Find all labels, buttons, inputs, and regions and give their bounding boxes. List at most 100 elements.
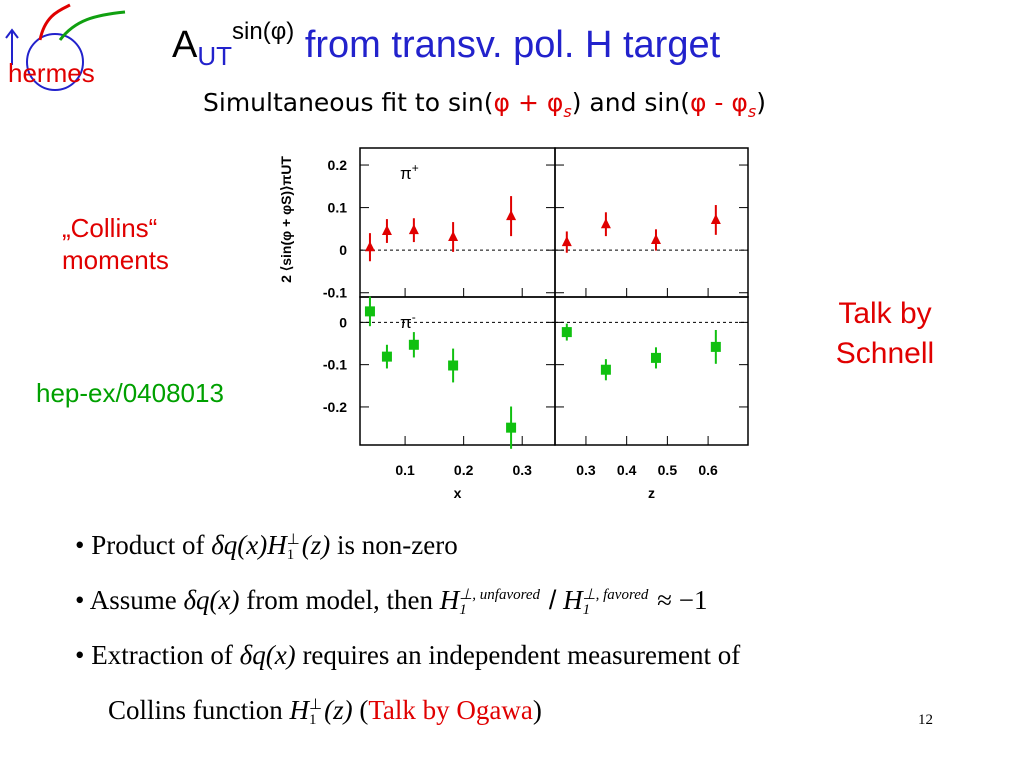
text: is non-zero: [337, 530, 458, 560]
logo: hermes: [8, 58, 95, 88]
subtitle-part: Simultaneous fit to sin(: [203, 88, 494, 117]
marker: [408, 339, 419, 350]
marker: [561, 236, 572, 247]
subtitle-part: s: [747, 102, 757, 121]
marker: [448, 360, 459, 371]
logo-art: [5, 3, 126, 91]
bullet: Collins function H ⊥ 1 (z) (Talk by Ogawa): [108, 695, 542, 728]
text: Product of: [91, 530, 205, 560]
note-line: Schnell: [835, 337, 935, 370]
left-note: „Collins“ moments: [62, 212, 169, 276]
math: 1: [309, 711, 317, 728]
marker: [448, 230, 459, 241]
note-line: moments: [62, 245, 169, 275]
text: from model, then: [246, 585, 433, 615]
subtitle-part: s: [563, 102, 572, 121]
marker: [710, 341, 721, 352]
title-sub: UT: [197, 41, 233, 71]
panel-label-sup: -: [412, 310, 416, 324]
y-tick-label: -0.1: [323, 357, 347, 373]
y-tick-label: 0: [339, 314, 347, 330]
math: 1: [582, 601, 591, 618]
chart: -0.100.10.2 π+2 ⟨sin(φ + φS)⟩πUT-0.2-0.10…: [278, 147, 749, 501]
math: δq(x): [239, 640, 296, 670]
text: (: [359, 695, 369, 725]
marker: [364, 306, 375, 317]
math: H: [289, 695, 310, 725]
page-number: 12: [918, 712, 933, 728]
subtitle-part: ) and sin(: [571, 88, 690, 117]
y-axis-label: 2 ⟨sin(φ + φS)⟩πUT: [278, 156, 294, 283]
math: (z): [324, 695, 353, 725]
panel-label-main: π: [400, 313, 412, 332]
title-a: A: [172, 24, 198, 66]
y-tick-label: -0.1: [323, 285, 347, 301]
marker: [561, 327, 572, 338]
math: (z): [301, 530, 331, 560]
math: ≈ −1: [657, 585, 708, 615]
panel-label: π+: [400, 161, 419, 183]
x-tick-label: 0.1: [395, 462, 415, 478]
panel-label-sup: +: [412, 161, 419, 175]
subtitle: Simultaneous fit to sin(φ + φs) and sin(…: [203, 88, 766, 121]
x-tick-label: 0.3: [512, 462, 532, 478]
y-tick-label: 0.2: [328, 157, 348, 173]
math: δq(x)H: [211, 530, 287, 560]
marker: [506, 422, 517, 433]
title-sup: sin(φ): [232, 18, 295, 45]
marker: [650, 352, 661, 363]
math: 1: [286, 546, 295, 563]
y-tick-label: -0.2: [323, 399, 347, 415]
math: H: [563, 585, 583, 615]
math: ⊥, unfavored: [459, 586, 541, 603]
talk-note: Talk by Schnell: [800, 294, 970, 374]
marker: [710, 213, 721, 224]
text: /: [548, 585, 557, 615]
y-tick-label: 0.1: [328, 200, 348, 216]
math: ⊥: [286, 531, 300, 548]
marker: [381, 225, 392, 236]
bullet: • Product of δq(x)H ⊥ 1 (z) is non-zero: [75, 530, 458, 563]
title: AUTsin(φ) from transv. pol. H target: [172, 18, 720, 72]
x-tick-label: 0.2: [454, 462, 474, 478]
text: Extraction of: [91, 640, 233, 670]
note-line: „Collins“: [62, 213, 158, 243]
x-axis-label: z: [648, 485, 655, 501]
marker: [408, 224, 419, 235]
x-tick-label: 0.4: [617, 462, 637, 478]
plot-frame: [554, 296, 749, 446]
marker: [364, 241, 375, 252]
y-tick-label: 0: [339, 242, 347, 258]
marker: [506, 210, 517, 221]
plot-frame: [359, 147, 556, 298]
x-axis-label: x: [454, 485, 462, 501]
text: Assume: [89, 585, 177, 615]
plot-frame: [359, 296, 556, 446]
note-line: Talk by: [838, 297, 932, 330]
bullet: • Extraction of δq(x) requires an indepe…: [75, 640, 741, 670]
panel-label: π-: [400, 310, 416, 332]
math: ⊥, favored: [582, 586, 649, 603]
math: δq(x): [183, 585, 240, 615]
bullet: • Assume δq(x) from model, then H ⊥, unfa…: [75, 585, 708, 618]
reference: hep-ex/0408013: [36, 378, 224, 408]
text: ): [532, 695, 542, 725]
title-text: from transv. pol. H target: [304, 24, 721, 66]
x-tick-label: 0.6: [698, 462, 718, 478]
subtitle-part: φ + φ: [493, 88, 564, 117]
marker: [600, 364, 611, 375]
x-tick-label: 0.3: [576, 462, 596, 478]
math: H: [439, 585, 460, 615]
math: 1: [459, 601, 467, 618]
subtitle-part: φ - φ: [689, 88, 748, 117]
text: Collins function: [108, 695, 283, 725]
marker: [381, 351, 392, 362]
math: ⊥: [309, 696, 323, 713]
x-tick-label: 0.5: [658, 462, 678, 478]
subtitle-part: ): [756, 88, 766, 117]
panel-label-main: π: [400, 164, 412, 183]
text: requires an independent measurement of: [302, 640, 741, 670]
marker: [650, 233, 661, 244]
marker: [600, 218, 611, 229]
